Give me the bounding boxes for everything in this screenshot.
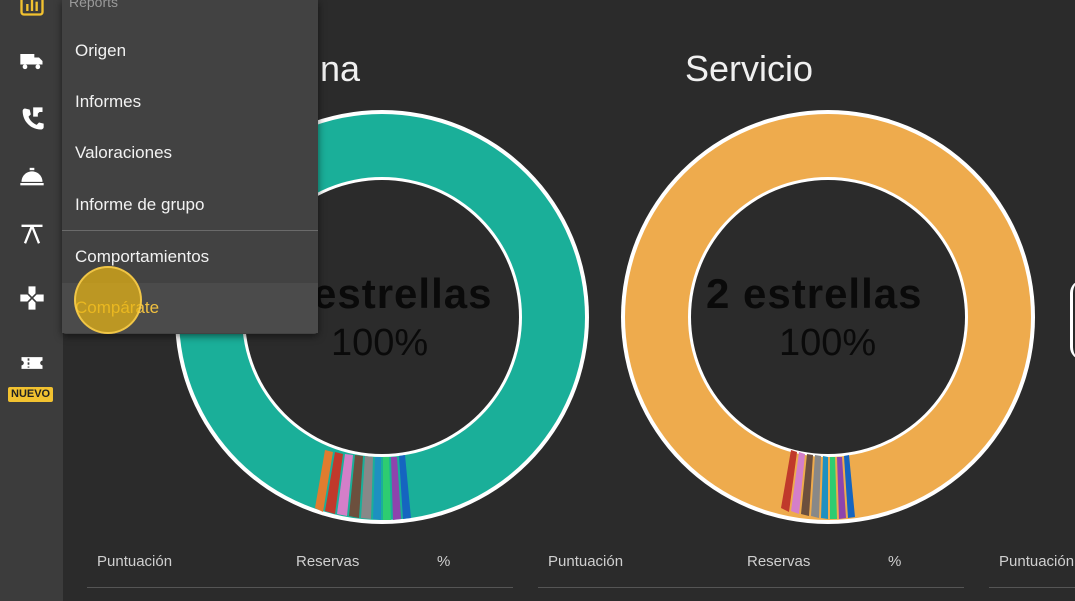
beach-icon[interactable] [16, 218, 48, 250]
phone-transfer-icon[interactable] [16, 103, 48, 135]
table-1-rule [87, 587, 513, 588]
menu-item-origen[interactable]: Origen [75, 41, 127, 60]
reports-icon[interactable] [16, 0, 48, 20]
chart-title-2: Servicio [685, 48, 814, 89]
table-2-header-percent: % [888, 553, 902, 570]
truck-icon[interactable] [16, 45, 48, 77]
menu-item-comparate[interactable]: Compárate [62, 283, 318, 333]
table-1-header-score: Puntuación [97, 553, 173, 570]
table-2-header-score: Puntuación [548, 553, 624, 570]
small-slices-1 [315, 450, 411, 520]
reports-dropdown-menu: Reports Origen Informes Valoraciones Inf… [62, 0, 318, 334]
service-bell-icon[interactable] [16, 160, 48, 192]
donut-1-percent: 100% [331, 322, 429, 364]
donut-2-percent: 100% [779, 322, 877, 364]
donut-2-label: 2 estrellas [706, 270, 923, 317]
ticket-icon[interactable] [16, 347, 48, 379]
menu-item-valoraciones[interactable]: Valoraciones [75, 143, 173, 162]
chart-title-1: na [320, 48, 361, 89]
menu-divider [62, 230, 318, 231]
menu-item-comportamientos[interactable]: Comportamientos [75, 247, 210, 266]
menu-item-informes[interactable]: Informes [75, 92, 142, 111]
menu-header: Reports [69, 0, 119, 10]
donut-chart-2 [621, 110, 1035, 524]
table-3-header-score: Puntuación [999, 553, 1075, 570]
menu-item-informe-de-grupo[interactable]: Informe de grupo [75, 195, 205, 214]
table-3-rule [989, 587, 1075, 588]
table-2-rule [538, 587, 964, 588]
new-badge: NUEVO [8, 387, 54, 402]
donut-1-label: estrellas [313, 270, 493, 317]
small-slices-2 [781, 450, 855, 519]
table-1-header-bookings: Reservas [296, 553, 360, 570]
table-2-header-bookings: Reservas [747, 553, 811, 570]
sidebar: NUEVO [0, 0, 63, 601]
table-1-header-percent: % [437, 553, 451, 570]
gamepad-icon[interactable] [16, 282, 48, 314]
donut-3-edge [1070, 280, 1075, 360]
